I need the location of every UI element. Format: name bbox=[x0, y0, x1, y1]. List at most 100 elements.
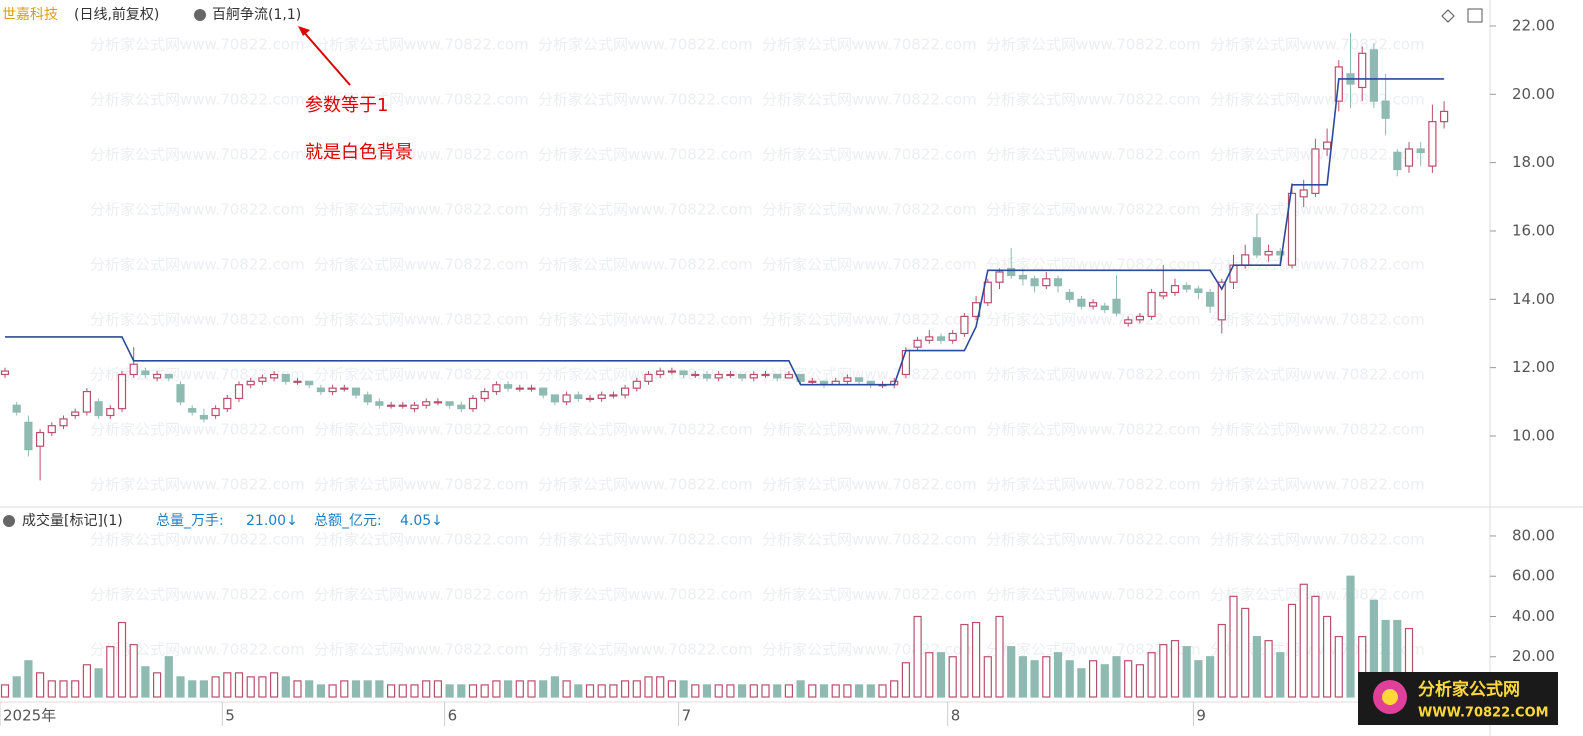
candle-body bbox=[632, 380, 641, 389]
volume-bar bbox=[714, 684, 723, 698]
watermark: 分析家公式网www.70822.com bbox=[986, 36, 1201, 54]
volume-bar bbox=[702, 684, 712, 698]
volume-bar bbox=[258, 676, 267, 698]
candle-body bbox=[808, 380, 817, 383]
candle-body bbox=[351, 387, 361, 396]
candle-body bbox=[749, 373, 758, 379]
candle-body bbox=[597, 394, 606, 399]
volume-bar bbox=[211, 676, 220, 698]
volume-bar bbox=[234, 672, 244, 698]
volume-bar bbox=[1053, 652, 1063, 698]
candle-body bbox=[24, 421, 33, 451]
volume-bar bbox=[316, 684, 325, 698]
watermark: 分析家公式网www.70822.com bbox=[90, 586, 305, 604]
indicator-icon[interactable] bbox=[194, 9, 206, 21]
candle-body bbox=[363, 394, 372, 403]
total-volume-label: 总量_万手: bbox=[156, 513, 224, 529]
candle-body bbox=[679, 370, 688, 376]
candle-body bbox=[539, 387, 548, 396]
watermark: 分析家公式网www.70822.com bbox=[90, 641, 305, 659]
watermark: 分析家公式网www.70822.com bbox=[1210, 311, 1425, 329]
indicator-line bbox=[5, 78, 1445, 386]
volume-bar bbox=[106, 646, 115, 698]
candle-body bbox=[234, 384, 244, 399]
volume-bar bbox=[1007, 646, 1016, 698]
watermark: 分析家公式网www.70822.com bbox=[1210, 476, 1425, 494]
volume-bar bbox=[620, 680, 630, 698]
volume-icon[interactable] bbox=[3, 515, 15, 527]
diamond-icon[interactable] bbox=[1441, 9, 1455, 23]
watermark: 分析家公式网www.70822.com bbox=[762, 531, 977, 549]
total-amount: 4.05↓ bbox=[400, 513, 443, 529]
volume-bar bbox=[433, 680, 442, 698]
y-tick-label: 22.00 bbox=[1512, 16, 1555, 34]
candle-body bbox=[1264, 250, 1273, 256]
watermark: 分析家公式网www.70822.com bbox=[1210, 366, 1425, 384]
volume-bar bbox=[585, 684, 595, 698]
volume-bar bbox=[129, 644, 138, 698]
volume-bar bbox=[445, 684, 454, 698]
volume-bar bbox=[878, 684, 887, 698]
watermark: 分析家公式网www.70822.com bbox=[986, 531, 1201, 549]
candle-body bbox=[702, 373, 712, 379]
watermark: 分析家公式网www.70822.com bbox=[90, 476, 305, 494]
watermark: 分析家公式网www.70822.com bbox=[986, 421, 1201, 439]
x-tick-label: 5 bbox=[225, 707, 235, 725]
candle-body bbox=[1287, 192, 1297, 266]
volume-bar bbox=[831, 684, 840, 698]
candle-body bbox=[316, 387, 325, 393]
candle-body bbox=[504, 384, 513, 389]
volume-bar bbox=[936, 652, 946, 698]
volume-bar bbox=[293, 680, 302, 698]
watermark: 分析家公式网www.70822.com bbox=[314, 36, 529, 54]
candle-body bbox=[1112, 298, 1121, 314]
annotation: 参数等于1 bbox=[305, 95, 388, 116]
watermark: 分析家公式网www.70822.com bbox=[762, 311, 977, 329]
candle-body bbox=[562, 394, 571, 403]
watermark: 分析家公式网www.70822.com bbox=[90, 256, 305, 274]
volume-bar bbox=[199, 680, 208, 698]
candle-body bbox=[433, 401, 442, 404]
panel-icon[interactable] bbox=[1467, 8, 1483, 23]
watermark: 分析家公式网www.70822.com bbox=[538, 311, 753, 329]
candle-body bbox=[656, 370, 665, 376]
volume-bar bbox=[866, 684, 875, 698]
candle-body bbox=[854, 377, 864, 382]
watermark: 分析家公式网www.70822.com bbox=[762, 366, 977, 384]
candle-body bbox=[620, 387, 630, 396]
volume-bar bbox=[24, 660, 33, 698]
volume-bar bbox=[1311, 595, 1320, 698]
watermark: 分析家公式网www.70822.com bbox=[90, 531, 305, 549]
x-tick-label: 2025年 bbox=[3, 707, 56, 725]
candle-body bbox=[117, 373, 127, 410]
volume-bar bbox=[562, 680, 571, 698]
volume-bar bbox=[574, 684, 583, 698]
logo-icon-center bbox=[1382, 689, 1398, 705]
volume-bar bbox=[819, 684, 829, 698]
candle-body bbox=[340, 387, 349, 390]
candle-body bbox=[246, 380, 255, 386]
volume-bar bbox=[457, 684, 466, 698]
volume-bar bbox=[1276, 652, 1285, 698]
watermark: 分析家公式网www.70822.com bbox=[762, 641, 977, 659]
volume-bar bbox=[1077, 668, 1086, 698]
volume-bar bbox=[550, 676, 560, 698]
x-tick-label: 7 bbox=[682, 707, 692, 725]
volume-bar bbox=[691, 684, 700, 698]
watermark: 分析家公式网www.70822.com bbox=[314, 586, 529, 604]
volume-bar bbox=[527, 680, 536, 698]
volume-bar bbox=[1018, 656, 1028, 698]
watermark: 分析家公式网www.70822.com bbox=[986, 586, 1201, 604]
candle-body bbox=[480, 390, 489, 399]
candle-body bbox=[1159, 291, 1168, 297]
volume-bar bbox=[153, 672, 162, 698]
candle-body bbox=[667, 370, 677, 373]
watermark: 分析家公式网www.70822.com bbox=[1210, 201, 1425, 219]
volume-bar bbox=[1112, 656, 1121, 698]
volume-bar bbox=[281, 676, 290, 698]
volume-bar bbox=[890, 680, 899, 698]
watermark: 分析家公式网www.70822.com bbox=[538, 146, 753, 164]
volume-bar bbox=[1229, 595, 1238, 698]
volume-bar bbox=[948, 656, 957, 698]
